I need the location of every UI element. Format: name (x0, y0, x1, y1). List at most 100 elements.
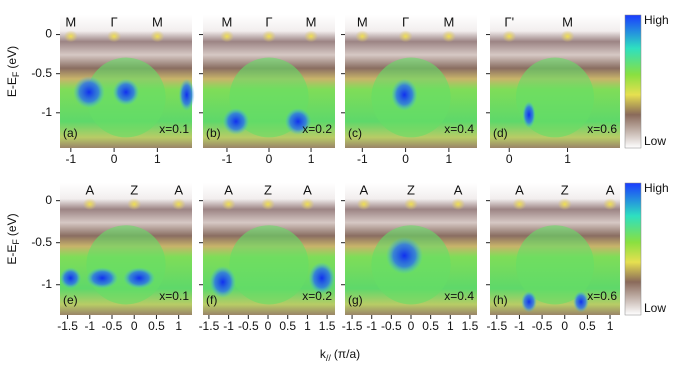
doping-label: x=0.4 (444, 289, 474, 303)
colorbar-high: High (644, 181, 669, 195)
symmetry-point: A (606, 182, 615, 197)
x-tick-label: 1 (154, 152, 161, 166)
colorbar-high: High (644, 13, 669, 27)
intensity-feature (512, 198, 527, 211)
symmetry-point: A (360, 182, 369, 197)
x-tick-label: -1 (357, 152, 368, 166)
x-tick-label: -0.5 (238, 319, 259, 333)
intensity-feature (261, 198, 276, 211)
intensity-feature (521, 291, 537, 313)
intensity-feature (221, 198, 236, 211)
intensity-feature (127, 198, 142, 211)
intensity-feature (404, 198, 418, 211)
intensity-feature (219, 30, 234, 43)
intensity-feature (112, 78, 140, 106)
x-tick-label: 1 (564, 152, 571, 166)
intensity-feature (107, 30, 122, 43)
panel-label: (a) (63, 126, 78, 140)
x-tick-label: 1 (446, 152, 453, 166)
symmetry-point: A (224, 182, 233, 197)
symmetry-point: Z (407, 182, 415, 197)
colorbar-low: Low (644, 134, 666, 148)
symmetry-point: Z (130, 182, 138, 197)
intensity-feature (222, 108, 250, 135)
x-tick-label: 0 (131, 319, 138, 333)
y-axis-label: E-EF (eV) (5, 213, 21, 264)
intensity-feature (229, 225, 309, 305)
x-tick-label: 1 (175, 319, 182, 333)
intensity-feature (522, 101, 536, 129)
intensity-feature (304, 30, 319, 43)
y-tick-label: 0 (45, 193, 52, 207)
intensity-feature (391, 78, 418, 111)
intensity-feature (284, 108, 312, 135)
x-tick-label: 0 (408, 319, 415, 333)
symmetry-point: A (174, 182, 183, 197)
label-part: E-E (5, 245, 19, 265)
x-tick-label: 0 (266, 152, 273, 166)
panel-label: (c) (348, 126, 362, 140)
doping-label: x=0.2 (302, 122, 332, 136)
x-tick-label: -1 (65, 152, 76, 166)
symmetry-point: Z (561, 182, 569, 197)
intensity-feature (300, 198, 315, 211)
x-tick-label: -1.5 (486, 319, 507, 333)
intensity-feature (356, 198, 371, 211)
intensity-feature (451, 198, 466, 211)
symmetry-point: Γ (265, 14, 272, 29)
y-axis-label: E-EF (eV) (5, 46, 21, 97)
x-tick-label: 0 (402, 152, 409, 166)
x-tick-label: 0 (111, 152, 118, 166)
x-tick-label: -1 (366, 319, 377, 333)
doping-label: x=0.2 (302, 289, 332, 303)
intensity-feature (178, 78, 195, 111)
symmetry-point: A (303, 182, 312, 197)
x-tick-label: -1 (514, 319, 525, 333)
panel-label: (g) (348, 293, 363, 307)
symmetry-point: Z (264, 182, 272, 197)
panel (345, 183, 477, 315)
x-tick-label: 1.5 (462, 319, 479, 333)
panel (203, 15, 335, 148)
x-tick-label: 0.5 (422, 319, 439, 333)
symmetry-point: A (515, 182, 524, 197)
label-part: (eV) (5, 213, 19, 236)
y-tick-label: -0.5 (31, 235, 52, 249)
x-tick-label: -0.5 (381, 319, 402, 333)
x-tick-label: -1 (223, 319, 234, 333)
intensity-feature (73, 76, 105, 109)
panel (60, 15, 195, 148)
x-tick-label: 0 (506, 152, 513, 166)
doping-label: x=0.1 (159, 122, 189, 136)
intensity-feature (385, 237, 423, 275)
panel-label: (e) (63, 293, 78, 307)
panel-label: (f) (206, 293, 217, 307)
intensity-feature (516, 57, 594, 138)
x-tick-label: -1 (222, 152, 233, 166)
x-tick-label: -0.5 (102, 319, 123, 333)
intensity-feature (573, 291, 589, 313)
symmetry-point: A (85, 182, 94, 197)
x-tick-label: 0.5 (148, 319, 165, 333)
symmetry-point: M (222, 14, 233, 29)
panel (345, 15, 477, 148)
panel-label: (b) (206, 126, 221, 140)
intensity-feature (82, 198, 97, 211)
intensity-feature (123, 267, 156, 289)
intensity-feature (441, 30, 456, 43)
x-tick-label: -1.5 (57, 319, 78, 333)
x-tick-label: -1 (84, 319, 95, 333)
x-tick-label: 0.5 (279, 319, 296, 333)
y-tick-label: 0 (45, 27, 52, 41)
x-tick-label: -1.5 (199, 319, 220, 333)
intensity-feature (86, 267, 119, 289)
label-part: k (320, 347, 327, 361)
intensity-feature (86, 225, 166, 305)
y-tick-label: -0.5 (31, 66, 52, 80)
intensity-feature (209, 266, 236, 298)
colorbar (624, 14, 642, 149)
label-part: (π/a) (334, 347, 360, 361)
intensity-feature (171, 198, 186, 211)
x-tick-label: 1 (607, 319, 614, 333)
